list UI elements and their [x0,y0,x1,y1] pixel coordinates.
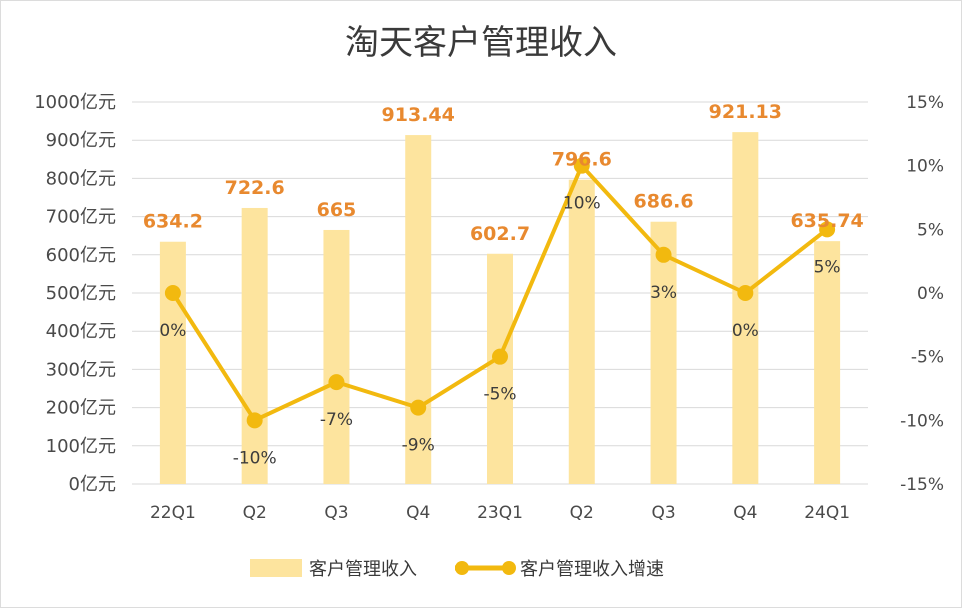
x-tick-label: Q3 [324,503,348,523]
left-tick-label: 900亿元 [46,130,116,151]
growth-value-label: 0% [159,321,186,341]
bar [568,179,595,485]
bar-value-label: 634.2 [143,211,203,233]
bar-value-label: 635.74 [790,210,863,232]
line-point [819,221,836,238]
bar [405,135,432,484]
left-tick-label: 400亿元 [46,321,116,342]
x-tick-label: Q3 [651,503,675,523]
legend-line-label: 客户管理收入增速 [520,559,664,580]
growth-value-label: -7% [320,410,353,430]
chart-title: 淘天客户管理收入 [345,23,617,63]
right-tick-label: 5% [917,220,944,240]
line-point [655,246,672,263]
bar-value-label: 921.13 [709,101,782,123]
left-tick-label: 600亿元 [46,245,116,266]
bar [732,132,759,484]
left-tick-label: 500亿元 [46,283,116,304]
x-tick-label: Q2 [243,503,267,523]
bar [241,207,268,484]
growth-value-label: -10% [233,448,277,468]
right-tick-label: -15% [900,475,944,495]
line-data-labels: 0% -10% -7% -9% -5% 10% 3% 0% 5% [159,194,840,469]
left-axis-ticks: 0亿元 100亿元 200亿元 300亿元 400亿元 500亿元 600亿元 700亿元 80… [34,92,116,495]
left-tick-label: 0亿元 [69,474,116,495]
bar-value-label: 686.6 [634,191,694,213]
x-tick-label: 24Q1 [804,503,850,523]
line-point [492,348,508,365]
left-tick-label: 100亿元 [46,436,116,457]
bar [814,241,841,484]
growth-value-label: 5% [814,257,841,277]
left-tick-label: 700亿元 [46,207,116,228]
left-tick-label: 200亿元 [46,398,116,419]
line-point [573,157,590,174]
growth-value-label: 3% [650,283,677,303]
bar-value-label: 796.6 [552,149,612,171]
line-point [410,399,427,416]
bar-value-label: 665 [317,199,357,221]
line-point [164,285,181,301]
legend: 客户管理收入 客户管理收入增速 [250,559,664,580]
x-tick-label: 23Q1 [477,503,523,523]
x-tick-label: 22Q1 [150,503,196,523]
x-tick-label: Q4 [733,503,757,523]
left-tick-label: 1000亿元 [34,92,116,113]
right-tick-label: 0% [917,284,944,304]
bar-value-label: 722.6 [225,177,285,199]
bar-value-label: 602.7 [470,223,530,245]
x-tick-label: Q2 [570,503,594,523]
line-series [164,157,836,429]
x-axis-ticks: 22Q1 Q2 Q3 Q4 23Q1 Q2 Q3 Q4 24Q1 [150,503,850,523]
right-tick-label: -10% [900,411,944,431]
line-point [737,285,754,301]
left-tick-label: 300亿元 [46,359,116,380]
legend-bar-label: 客户管理收入 [309,559,417,580]
growth-value-label: -5% [483,385,516,405]
x-tick-label: Q4 [406,503,430,523]
legend-line-marker [455,561,469,575]
growth-value-label: 0% [732,321,759,341]
bar [650,221,677,484]
line-point [246,412,263,429]
right-tick-label: 10% [906,157,944,177]
legend-bar-swatch [250,559,302,577]
bar [159,241,186,484]
growth-value-label: -9% [402,436,435,456]
bar-series [159,132,841,485]
growth-value-label: 10% [563,194,601,214]
left-tick-label: 800亿元 [46,168,116,189]
bar [323,229,350,484]
bar [487,253,513,484]
bar-value-label: 913.44 [382,104,455,126]
bar-data-labels: 634.2 722.6 665 913.44 602.7 796.6 686.6 921.13… [143,101,864,245]
right-axis-ticks: -15% -10% -5% 0% 5% 10% 15% [900,93,944,495]
right-tick-label: -5% [911,348,944,368]
line-point [328,374,345,391]
legend-line-marker [502,561,516,575]
right-tick-label: 15% [906,93,944,113]
